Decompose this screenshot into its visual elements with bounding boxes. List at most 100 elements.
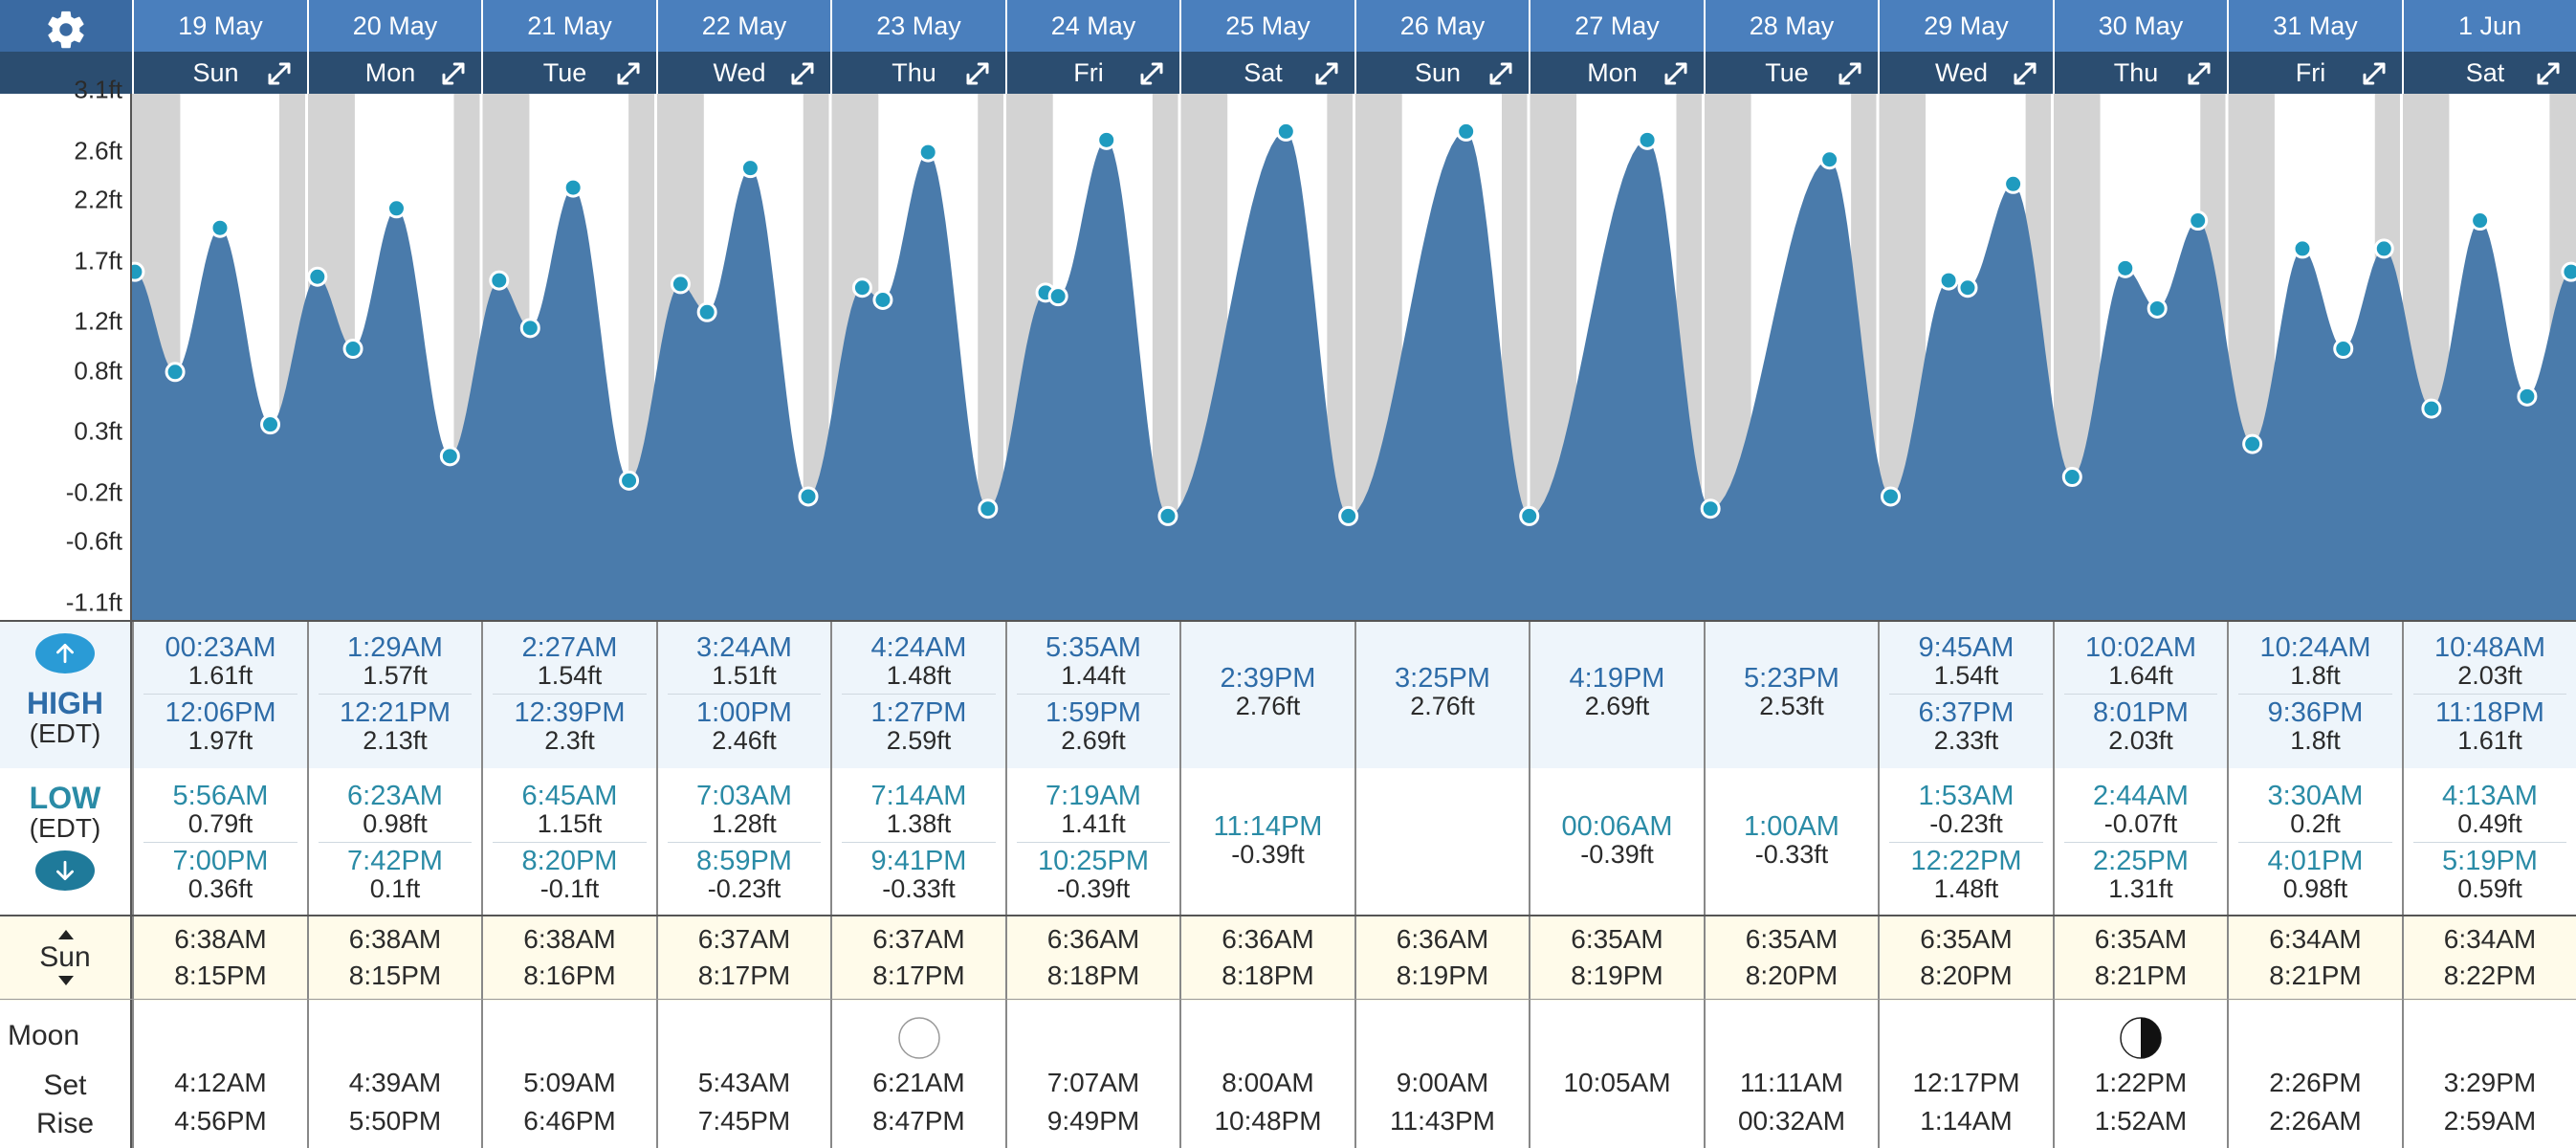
- high-tide-time: 1:59PM: [1046, 697, 1141, 728]
- moonset-time: 9:00AM: [1396, 1068, 1489, 1097]
- moonrise-time: 10:48PM: [1214, 1106, 1322, 1136]
- moonrise-time: 2:26AM: [2269, 1106, 2362, 1136]
- expand-icon[interactable]: [2011, 59, 2039, 88]
- high-tide-cell: 00:23AM 1.61ft 12:06PM 1.97ft: [134, 620, 307, 768]
- high-tide-time: 4:19PM: [1569, 663, 1665, 694]
- divider: [0, 620, 2576, 622]
- sun-cell: 6:36AM 8:18PM: [1007, 916, 1179, 1001]
- tide-extreme-point: [562, 177, 583, 198]
- tide-extreme-point: [489, 270, 510, 291]
- tide-extreme-point: [2061, 467, 2082, 488]
- high-tide-time: 10:24AM: [2259, 632, 2371, 663]
- low-tide-cell: 7:03AM 1.28ft 8:59PM -0.23ft: [658, 768, 830, 916]
- high-tide-height: 1.48ft: [886, 661, 952, 690]
- high-tide-time: 11:18PM: [2435, 697, 2544, 728]
- day-column: 9:45AM 1.54ft 6:37PM 2.33ft 1:53AM -0.23…: [1878, 620, 2053, 1148]
- low-tide-height: 0.36ft: [187, 874, 253, 903]
- day-column: 3:25PM 2.76ft 6:36AM 8:19PM 9:00AM 11:43…: [1354, 620, 1529, 1148]
- moonrise-time: 6:46PM: [523, 1106, 616, 1136]
- day-header-column: 24 May Fri: [1005, 0, 1179, 94]
- low-tide-time: 4:01PM: [2267, 846, 2364, 876]
- high-tide-button[interactable]: [35, 633, 95, 673]
- expand-icon[interactable]: [1137, 59, 1166, 88]
- moonset-time: 3:29PM: [2443, 1068, 2537, 1097]
- day-of-week-label: Sun: [192, 57, 239, 87]
- day-date: 21 May: [481, 0, 656, 52]
- low-row-label: LOW (EDT): [0, 768, 132, 916]
- expand-icon[interactable]: [439, 59, 468, 88]
- sun-cell: 6:37AM 8:17PM: [658, 916, 830, 1001]
- sun-cell: 6:38AM 8:15PM: [134, 916, 307, 1001]
- sunset-time: 8:21PM: [2269, 960, 2362, 990]
- sun-cell: 6:35AM 8:21PM: [2055, 916, 2227, 1001]
- moon-cell: 2:26PM 2:26AM: [2229, 1001, 2402, 1148]
- high-tide-time: 12:21PM: [339, 697, 451, 728]
- expand-icon[interactable]: [614, 59, 643, 88]
- low-tide-time: 12:22PM: [1910, 846, 2022, 876]
- high-tide-height: 1.51ft: [712, 661, 777, 690]
- day-date: 26 May: [1354, 0, 1529, 52]
- high-tide-time: 2:39PM: [1220, 663, 1316, 694]
- expand-icon[interactable]: [963, 59, 992, 88]
- tide-extreme-point: [1456, 121, 1477, 142]
- expand-icon[interactable]: [2185, 59, 2213, 88]
- tide-extreme-point: [798, 486, 819, 507]
- day-of-week: Thu: [830, 52, 1005, 94]
- moon-cell: 10:05AM: [1530, 1001, 1704, 1148]
- tide-extreme-point: [2188, 210, 2209, 232]
- day-header-column: 31 May Fri: [2227, 0, 2402, 94]
- tide-extreme-point: [2373, 238, 2394, 259]
- y-tick-label: 0.8ft: [74, 356, 122, 386]
- moonset-time: 5:09AM: [523, 1068, 616, 1097]
- tide-extreme-point: [851, 277, 872, 298]
- high-tide-time: 3:25PM: [1395, 663, 1490, 694]
- low-tide-time: 3:30AM: [2267, 781, 2364, 811]
- tide-extreme-point: [1047, 286, 1068, 307]
- expand-icon[interactable]: [788, 59, 817, 88]
- low-tide-time: 7:14AM: [870, 781, 967, 811]
- high-tide-cell: 4:19PM 2.69ft: [1530, 620, 1704, 768]
- expand-icon[interactable]: [2534, 59, 2563, 88]
- low-tide-button[interactable]: [35, 850, 95, 891]
- high-tide-cell: 2:39PM 2.76ft: [1181, 620, 1354, 768]
- low-tide-height: 1.48ft: [1933, 874, 1999, 903]
- expand-icon[interactable]: [265, 59, 294, 88]
- low-tide-height: -0.33ft: [882, 874, 956, 903]
- y-tick-label: 2.6ft: [74, 136, 122, 166]
- tide-extreme-point: [739, 158, 760, 179]
- expand-icon[interactable]: [2360, 59, 2389, 88]
- day-header-column: 29 May Wed: [1878, 0, 2053, 94]
- arrow-up-icon: [56, 643, 74, 664]
- moon-cell: 9:00AM 11:43PM: [1356, 1001, 1529, 1148]
- moonrise-time: 11:43PM: [1390, 1106, 1495, 1136]
- moon-rise-label: Rise: [35, 1108, 94, 1139]
- moonrise-time: 4:56PM: [174, 1106, 267, 1136]
- day-header-column: 27 May Mon: [1529, 0, 1704, 94]
- expand-icon[interactable]: [1486, 59, 1515, 88]
- low-tide-time: 7:19AM: [1046, 781, 1141, 811]
- low-tide-time: 1:00AM: [1744, 811, 1839, 842]
- y-axis: 3.1ft 2.6ft 2.2ft 1.7ft 1.2ft 0.8ft 0.3ft -0.2f…: [0, 76, 132, 620]
- day-header-column: 30 May Thu: [2053, 0, 2227, 94]
- tide-extreme-point: [696, 301, 717, 322]
- expand-icon[interactable]: [1312, 59, 1341, 88]
- low-tide-cell: [1356, 768, 1529, 916]
- day-column: 5:23PM 2.53ft 1:00AM -0.33ft 6:35AM 8:20…: [1704, 620, 1878, 1148]
- high-tide-height: 1.8ft: [2290, 726, 2341, 755]
- sunset-time: 8:20PM: [1745, 960, 1838, 990]
- tide-extreme-point: [1096, 129, 1117, 150]
- moonrise-time: 8:47PM: [872, 1106, 965, 1136]
- moonset-time: 7:07AM: [1046, 1068, 1140, 1097]
- day-date: 23 May: [830, 0, 1005, 52]
- moonset-time: 1:22PM: [2094, 1068, 2188, 1097]
- tide-extreme-point: [209, 217, 231, 238]
- sunrise-time: 6:36AM: [1222, 924, 1314, 954]
- tide-extreme-point: [917, 142, 938, 163]
- expand-icon[interactable]: [1662, 59, 1690, 88]
- tide-extreme-point: [2115, 257, 2136, 278]
- expand-icon[interactable]: [1836, 59, 1864, 88]
- high-tide-time: 12:39PM: [514, 697, 626, 728]
- low-tide-height: 1.38ft: [886, 809, 952, 838]
- day-of-week: Fri: [1005, 52, 1179, 94]
- tide-extreme-point: [1881, 486, 1902, 507]
